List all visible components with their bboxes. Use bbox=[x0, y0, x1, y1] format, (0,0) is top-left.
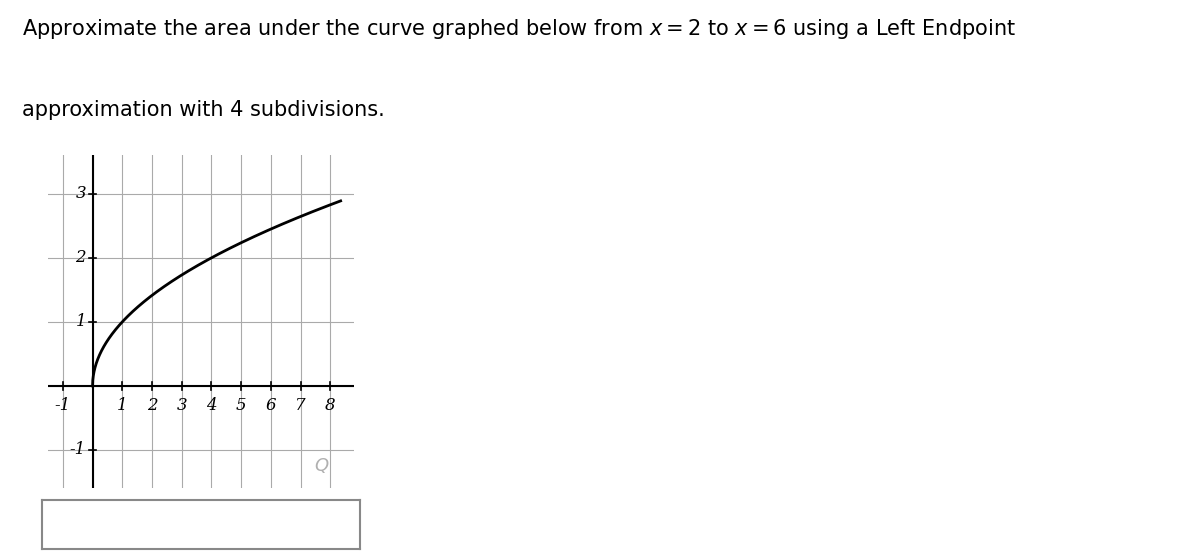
Text: 2: 2 bbox=[146, 397, 157, 415]
Text: 5: 5 bbox=[235, 397, 246, 415]
Text: 1: 1 bbox=[76, 314, 86, 330]
Text: 6: 6 bbox=[265, 397, 276, 415]
Text: approximation with 4 subdivisions.: approximation with 4 subdivisions. bbox=[22, 100, 384, 120]
Text: 8: 8 bbox=[325, 397, 336, 415]
Text: 1: 1 bbox=[116, 397, 127, 415]
Text: 4: 4 bbox=[206, 397, 217, 415]
Text: 3: 3 bbox=[176, 397, 187, 415]
Text: -1: -1 bbox=[70, 441, 86, 458]
Text: Approximate the area under the curve graphed below from $x = 2$ to $x = 6$ using: Approximate the area under the curve gra… bbox=[22, 17, 1015, 41]
Text: Q: Q bbox=[314, 457, 329, 475]
Text: 7: 7 bbox=[295, 397, 306, 415]
Text: 2: 2 bbox=[76, 249, 86, 266]
Text: -1: -1 bbox=[55, 397, 71, 415]
Text: 3: 3 bbox=[76, 185, 86, 203]
